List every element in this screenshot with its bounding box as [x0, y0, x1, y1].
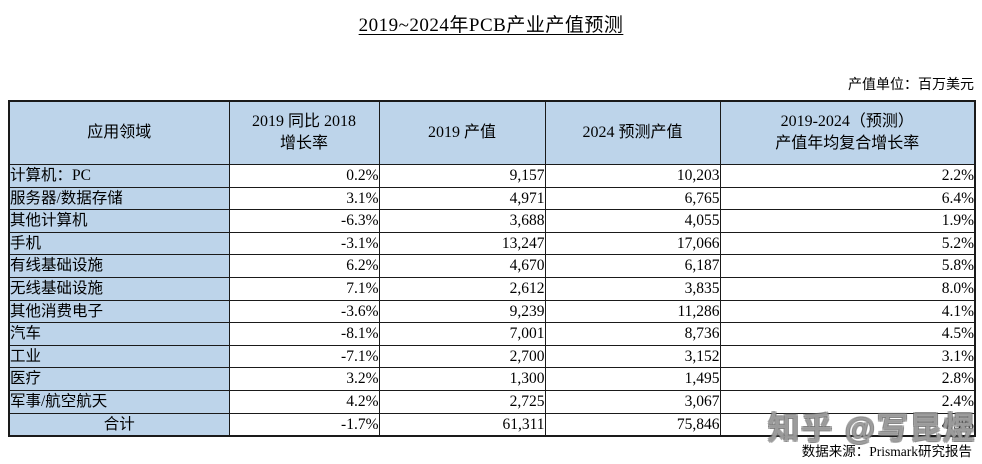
cell-label: 其他计算机 — [8, 209, 230, 233]
cell-cagr: 6.4% — [719, 186, 976, 211]
page-title: 2019~2024年PCB产业产值预测 — [358, 15, 624, 36]
table-row: 军事/航空航天 4.2% 2,725 3,067 2.4% — [8, 389, 976, 414]
cell-v2024: 6,187 — [544, 254, 721, 278]
source-note: 数据来源：Prismark研究报告 — [801, 444, 972, 459]
cell-v2019: 3,688 — [378, 209, 546, 233]
cell-v2024: 3,835 — [544, 276, 721, 301]
cell-v2019: 9,239 — [378, 299, 546, 324]
cell-cagr: 4.1% — [719, 299, 976, 324]
cell-v2024: 1,495 — [544, 367, 721, 391]
table-row: 工业 -7.1% 2,700 3,152 3.1% — [8, 344, 976, 369]
cell-growth: -3.6% — [228, 299, 380, 324]
table-row: 汽车 -8.1% 7,001 8,736 4.5% — [8, 322, 976, 346]
table-row: 手机 -3.1% 13,247 17,066 5.2% — [8, 231, 976, 256]
table-row: 服务器/数据存储 3.1% 4,971 6,765 6.4% — [8, 186, 976, 211]
cell-v2019: 1,300 — [378, 367, 546, 391]
cell-cagr: 2.2% — [719, 164, 976, 188]
cell-v2024: 75,846 — [544, 412, 721, 437]
header-cell-label: 应用领域 — [8, 100, 230, 165]
cell-v2024: 11,286 — [544, 299, 721, 324]
table-row: 无线基础设施 7.1% 2,612 3,835 8.0% — [8, 276, 976, 301]
cell-cagr: 4.5% — [719, 322, 976, 346]
header-cell-cagr: 2019-2024（预测） 产值年均复合增长率 — [719, 100, 976, 165]
cell-v2019: 2,700 — [378, 344, 546, 369]
cell-growth: -6.3% — [228, 209, 380, 233]
cell-growth: 7.1% — [228, 276, 380, 301]
cell-v2019: 7,001 — [378, 322, 546, 346]
cell-v2024: 4,055 — [544, 209, 721, 233]
cell-cagr: 4.3% — [719, 412, 976, 437]
cell-label: 军事/航空航天 — [8, 389, 230, 414]
header-cell-v2024: 2024 预测产值 — [544, 100, 721, 165]
cell-growth: -8.1% — [228, 322, 380, 346]
table-row: 计算机：PC 0.2% 9,157 10,203 2.2% — [8, 164, 976, 188]
cell-label: 其他消费电子 — [8, 299, 230, 324]
cell-cagr: 5.8% — [719, 254, 976, 278]
cell-v2019: 13,247 — [378, 231, 546, 256]
cell-label: 医疗 — [8, 367, 230, 391]
table-row: 其他消费电子 -3.6% 9,239 11,286 4.1% — [8, 299, 976, 324]
cell-v2024: 6,765 — [544, 186, 721, 211]
cell-growth: -3.1% — [228, 231, 380, 256]
table-row: 有线基础设施 6.2% 4,670 6,187 5.8% — [8, 254, 976, 278]
cell-cagr: 2.8% — [719, 367, 976, 391]
cell-v2019: 61,311 — [378, 412, 546, 437]
table-body: 计算机：PC 0.2% 9,157 10,203 2.2% 服务器/数据存储 3.1% 4,9… — [8, 164, 976, 437]
cell-growth: -1.7% — [228, 412, 380, 437]
forecast-table: 应用领域 2019 同比 2018 增长率 2019 产值 2024 预测产值 2019… — [8, 100, 976, 438]
cell-label: 手机 — [8, 231, 230, 256]
cell-label: 计算机：PC — [8, 164, 230, 188]
cell-v2024: 8,736 — [544, 322, 721, 346]
cell-v2019: 2,725 — [378, 389, 546, 414]
header-cell-growth: 2019 同比 2018 增长率 — [228, 100, 380, 165]
cell-label: 服务器/数据存储 — [8, 186, 230, 211]
cell-growth: -7.1% — [228, 344, 380, 369]
cell-growth: 6.2% — [228, 254, 380, 278]
table-row-total: 合计 -1.7% 61,311 75,846 4.3% — [8, 412, 976, 437]
cell-v2019: 4,670 — [378, 254, 546, 278]
cell-v2024: 10,203 — [544, 164, 721, 188]
cell-growth: 3.2% — [228, 367, 380, 391]
cell-cagr: 5.2% — [719, 231, 976, 256]
table-row: 医疗 3.2% 1,300 1,495 2.8% — [8, 367, 976, 391]
cell-label: 工业 — [8, 344, 230, 369]
cell-cagr: 2.4% — [719, 389, 976, 414]
cell-v2019: 9,157 — [378, 164, 546, 188]
cell-v2024: 17,066 — [544, 231, 721, 256]
cell-cagr: 1.9% — [719, 209, 976, 233]
cell-label: 合计 — [8, 412, 230, 437]
cell-v2019: 2,612 — [378, 276, 546, 301]
cell-growth: 3.1% — [228, 186, 380, 211]
cell-v2019: 4,971 — [378, 186, 546, 211]
cell-v2024: 3,067 — [544, 389, 721, 414]
cell-cagr: 8.0% — [719, 276, 976, 301]
cell-cagr: 3.1% — [719, 344, 976, 369]
cell-label: 无线基础设施 — [8, 276, 230, 301]
table-row: 其他计算机 -6.3% 3,688 4,055 1.9% — [8, 209, 976, 233]
cell-growth: 0.2% — [228, 164, 380, 188]
header-cell-v2019: 2019 产值 — [378, 100, 546, 165]
table-header-row: 应用领域 2019 同比 2018 增长率 2019 产值 2024 预测产值 2019… — [8, 100, 976, 165]
unit-note: 产值单位：百万美元 — [848, 78, 974, 93]
cell-v2024: 3,152 — [544, 344, 721, 369]
cell-label: 有线基础设施 — [8, 254, 230, 278]
cell-growth: 4.2% — [228, 389, 380, 414]
cell-label: 汽车 — [8, 322, 230, 346]
